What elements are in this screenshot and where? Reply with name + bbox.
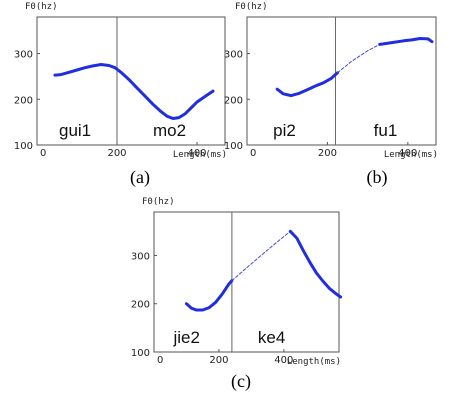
y-axis-label: F0(hz): [235, 2, 268, 12]
f0-contour-line: [275, 71, 339, 98]
x-axis-label: Length(ms): [287, 357, 341, 367]
x-axis-label: Length(ms): [384, 150, 438, 160]
y-tick-label: 200: [224, 95, 243, 106]
x-tick-label: 400: [398, 148, 417, 159]
syllable-label: fu1: [374, 121, 398, 140]
x-tick-label: 200: [209, 355, 228, 366]
y-axis-label: F0(hz): [25, 2, 58, 12]
y-tick-label: 100: [14, 141, 33, 152]
x-tick-label: 400: [187, 148, 206, 159]
panel-caption: (c): [231, 371, 251, 392]
panel-b: 100 200 300 0 200 400 F0(hz) Length(ms) pi2 fu1 (b…: [224, 2, 438, 188]
y-axis-label: F0(hz): [142, 197, 175, 207]
x-tick-label: 0: [157, 355, 163, 366]
y-tick-label: 300: [131, 251, 150, 262]
plot-frame: [36, 16, 226, 146]
syllable-label: mo2: [153, 121, 186, 140]
interpolated-f0-segment: [337, 43, 381, 74]
f0-contour-line: [288, 229, 343, 299]
plot-frame: [153, 211, 340, 353]
panel-a: 100 200 300 0 200 400 F0(hz) Length(ms) gui1 mo2 (…: [14, 2, 227, 188]
y-tick-label: 300: [14, 50, 33, 61]
x-tick-label: 0: [250, 148, 256, 159]
x-tick-label: 400: [274, 355, 293, 366]
y-tick-label: 100: [131, 348, 150, 359]
x-tick-label: 0: [40, 148, 46, 159]
y-tick-label: 100: [224, 141, 243, 152]
f0-contour-line: [53, 63, 215, 120]
panel-caption: (a): [130, 167, 150, 188]
x-tick-label: 200: [318, 148, 337, 159]
x-tick-label: 200: [107, 148, 126, 159]
y-tick-label: 300: [224, 50, 243, 61]
y-tick-label: 200: [14, 95, 33, 106]
x-axis-label: Length(ms): [173, 150, 227, 160]
interpolated-f0-segment: [231, 230, 291, 282]
syllable-label: pi2: [273, 121, 296, 140]
f0-contour-line: [185, 279, 234, 312]
syllable-label: gui1: [59, 121, 91, 140]
panel-c: 100 200 300 0 200 400 F0(hz) Length(ms) jie2 ke4 (…: [131, 197, 343, 392]
y-tick-label: 200: [131, 300, 150, 311]
f0-contour-line: [378, 37, 434, 46]
plot-frame: [246, 16, 437, 146]
syllable-label: ke4: [258, 328, 285, 347]
syllable-label: jie2: [172, 328, 199, 347]
panel-caption: (b): [367, 167, 388, 188]
